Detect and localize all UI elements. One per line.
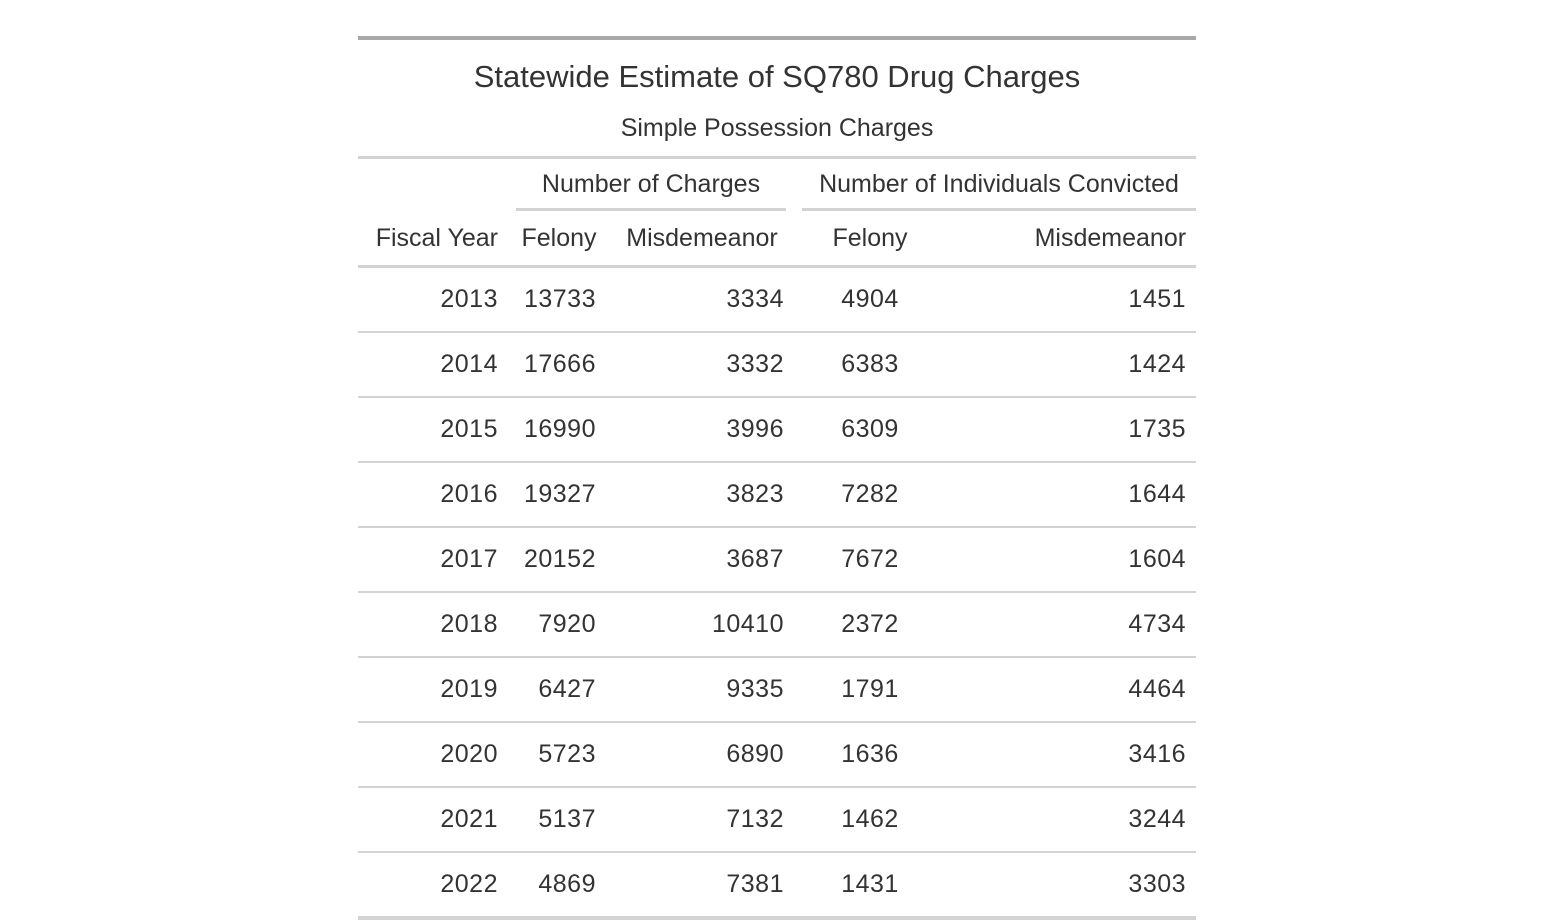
cell-fiscal-year: 2018 bbox=[358, 591, 508, 657]
cell-charges-misdemeanor: 3996 bbox=[610, 396, 794, 462]
cell-individuals-misdemeanor: 1424 bbox=[946, 331, 1197, 397]
table-row: 2021 5137 7132 1462 3244 bbox=[358, 786, 1197, 852]
cell-charges-misdemeanor: 7132 bbox=[610, 786, 794, 852]
charges-table: Statewide Estimate of SQ780 Drug Charges… bbox=[358, 36, 1197, 920]
cell-individuals-misdemeanor: 3244 bbox=[946, 786, 1197, 852]
table-row: 2013 13733 3334 4904 1451 bbox=[358, 267, 1196, 333]
column-header-fiscal-year: Fiscal Year bbox=[358, 211, 508, 268]
cell-individuals-felony: 7672 bbox=[794, 526, 946, 592]
cell-charges-misdemeanor: 3823 bbox=[610, 461, 794, 527]
cell-charges-felony: 20152 bbox=[508, 526, 610, 592]
cell-individuals-misdemeanor: 3416 bbox=[946, 721, 1197, 787]
cell-fiscal-year: 2021 bbox=[358, 786, 508, 852]
cell-charges-misdemeanor: 3332 bbox=[610, 331, 794, 397]
cell-individuals-felony: 1791 bbox=[794, 656, 946, 722]
cell-charges-misdemeanor: 10410 bbox=[610, 591, 794, 657]
column-header-charges-felony: Felony bbox=[508, 211, 610, 268]
cell-charges-misdemeanor: 3687 bbox=[610, 526, 794, 592]
cell-charges-felony: 6427 bbox=[508, 656, 610, 722]
table-row: 2020 5723 6890 1636 3416 bbox=[358, 721, 1197, 787]
table-row: 2014 17666 3332 6383 1424 bbox=[358, 331, 1197, 397]
cell-fiscal-year: 2013 bbox=[440, 285, 498, 313]
data-table-container: Statewide Estimate of SQ780 Drug Charges… bbox=[358, 36, 1197, 920]
cell-charges-misdemeanor: 6890 bbox=[610, 721, 794, 787]
cell-fiscal-year: 2014 bbox=[358, 331, 508, 397]
column-header-charges-misdemeanor: Misdemeanor bbox=[610, 211, 794, 268]
cell-individuals-felony: 1462 bbox=[794, 786, 946, 852]
cell-individuals-felony: 1636 bbox=[794, 721, 946, 787]
cell-charges-felony: 17666 bbox=[508, 331, 610, 397]
table-row: 2015 16990 3996 6309 1735 bbox=[358, 396, 1197, 462]
cell-fiscal-year: 2022 bbox=[358, 851, 508, 918]
cell-fiscal-year: 2015 bbox=[358, 396, 508, 462]
table-title: Statewide Estimate of SQ780 Drug Charges bbox=[473, 59, 1081, 94]
cell-fiscal-year: 2020 bbox=[358, 721, 508, 787]
cell-individuals-felony: 6309 bbox=[794, 396, 946, 462]
cell-individuals-misdemeanor: 1735 bbox=[946, 396, 1197, 462]
column-header-individuals-felony: Felony bbox=[794, 211, 946, 268]
cell-individuals-felony: 1431 bbox=[794, 851, 946, 918]
cell-charges-misdemeanor: 3334 bbox=[726, 285, 784, 313]
cell-individuals-misdemeanor: 1644 bbox=[946, 461, 1197, 527]
cell-fiscal-year: 2017 bbox=[358, 526, 508, 592]
cell-individuals-misdemeanor: 4734 bbox=[946, 591, 1197, 657]
cell-individuals-misdemeanor: 3303 bbox=[946, 851, 1197, 918]
spanner-charges-cell: Number of Charges bbox=[508, 158, 794, 211]
spanner-empty bbox=[358, 158, 508, 212]
cell-charges-misdemeanor: 9335 bbox=[610, 656, 794, 722]
cell-individuals-felony: 4904 bbox=[841, 285, 899, 313]
table-row: 2017 20152 3687 7672 1604 bbox=[358, 526, 1197, 592]
cell-charges-misdemeanor: 7381 bbox=[610, 851, 794, 918]
table-row: 2022 4869 7381 1431 3303 bbox=[358, 851, 1197, 918]
spanner-number-of-charges: Number of Charges bbox=[516, 170, 786, 211]
cell-individuals-felony: 6383 bbox=[794, 331, 946, 397]
cell-charges-felony: 13733 bbox=[523, 285, 596, 313]
cell-fiscal-year: 2016 bbox=[358, 461, 508, 527]
cell-charges-felony: 5137 bbox=[508, 786, 610, 852]
cell-charges-felony: 7920 bbox=[508, 591, 610, 657]
cell-fiscal-year: 2019 bbox=[358, 656, 508, 722]
spanner-number-of-individuals-convicted: Number of Individuals Convicted bbox=[802, 170, 1197, 211]
cell-individuals-felony: 7282 bbox=[794, 461, 946, 527]
cell-individuals-misdemeanor: 1451 bbox=[1128, 285, 1187, 313]
cell-charges-felony: 5723 bbox=[508, 721, 610, 787]
table-subtitle: Simple Possession Charges bbox=[358, 108, 1197, 159]
spanner-individuals-cell: Number of Individuals Convicted bbox=[794, 158, 1197, 211]
cell-individuals-felony: 2372 bbox=[794, 591, 946, 657]
cell-charges-felony: 4869 bbox=[508, 851, 610, 918]
cell-individuals-misdemeanor: 1604 bbox=[946, 526, 1197, 592]
table-row: 2016 19327 3823 7282 1644 bbox=[358, 461, 1197, 527]
table-body: 2013 13733 3334 4904 1451 2014 17666 333… bbox=[358, 267, 1197, 918]
table-row: 2019 6427 9335 1791 4464 bbox=[358, 656, 1197, 722]
cell-individuals-misdemeanor: 4464 bbox=[946, 656, 1197, 722]
column-header-individuals-misdemeanor: Misdemeanor bbox=[946, 211, 1197, 268]
table-row: 2018 7920 10410 2372 4734 bbox=[358, 591, 1197, 657]
cell-charges-felony: 19327 bbox=[508, 461, 610, 527]
cell-charges-felony: 16990 bbox=[508, 396, 610, 462]
